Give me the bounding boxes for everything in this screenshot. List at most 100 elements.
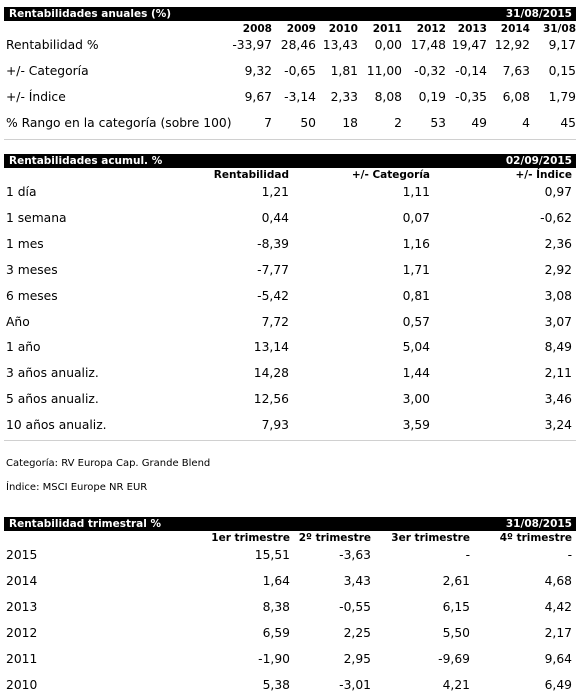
table-row: 2012 6,59 2,25 5,50 2,17: [4, 626, 576, 644]
year-header: 31/08: [542, 23, 576, 35]
cell-value: 3,08: [544, 288, 572, 303]
cell-value: 0,97: [544, 185, 572, 199]
row-label: 5 años anualiz.: [6, 392, 99, 407]
cell-value: -0,35: [455, 90, 487, 104]
table-row: 1 día 1,21 1,11 0,97: [4, 185, 576, 203]
cell-value: 5,50: [442, 625, 470, 640]
cell-value: 7,93: [261, 418, 289, 433]
cell-value: -33,97: [232, 38, 272, 52]
cell-value: 13,43: [322, 38, 358, 52]
cell-value: 18: [342, 116, 358, 130]
cell-value: 45: [560, 116, 576, 130]
table-row: 2014 1,64 3,43 2,61 4,68: [4, 574, 576, 592]
cell-value: 28,46: [280, 38, 316, 52]
divider: [4, 139, 576, 140]
year-header: 2014: [500, 23, 530, 35]
row-label: 10 años anualiz.: [6, 418, 107, 433]
cell-value: 8,08: [374, 90, 402, 104]
cell-value: 5,04: [402, 340, 430, 355]
cell-value: 6,49: [544, 677, 572, 692]
row-label: 2010: [6, 677, 38, 692]
row-label: 3 meses: [6, 262, 58, 277]
row-label: 2012: [6, 625, 38, 640]
cell-value: 1,11: [402, 185, 430, 199]
column-header: +/- Categoría: [351, 169, 430, 181]
cell-value: 53: [430, 116, 446, 130]
row-label: % Rango en la categoría (sobre 100): [6, 116, 232, 130]
year-header: 2011: [372, 23, 402, 35]
row-label: 1 mes: [6, 236, 44, 251]
cell-value: 9,67: [244, 90, 272, 104]
cell-value: -1,90: [258, 651, 290, 666]
column-header: Rentabilidad: [213, 169, 289, 181]
cell-value: -0,14: [455, 64, 487, 78]
quarterly-date: 31/08/2015: [505, 518, 572, 530]
cell-value: 9,17: [548, 38, 576, 52]
cell-value: 3,59: [402, 418, 430, 433]
cell-value: 4,68: [544, 573, 572, 588]
cell-value: 0,00: [374, 38, 402, 52]
cumulative-date: 02/09/2015: [505, 155, 572, 167]
cell-value: 14,28: [253, 366, 289, 381]
table-row: 2010 5,38 -3,01 4,21 6,49: [4, 678, 576, 696]
table-row: 3 años anualiz. 14,28 1,44 2,11: [4, 366, 576, 384]
table-row: 6 meses -5,42 0,81 3,08: [4, 289, 576, 307]
year-header: 2008: [242, 23, 272, 35]
table-row: 1 semana 0,44 0,07 -0,62: [4, 211, 576, 229]
cell-value: -3,14: [284, 90, 316, 104]
table-row: 2011 -1,90 2,95 -9,69 9,64: [4, 652, 576, 670]
table-row: Rentabilidad % -33,97 28,46 13,43 0,00 17,48 1…: [4, 38, 576, 56]
cell-value: 7,72: [261, 314, 289, 329]
cell-value: 1,16: [402, 236, 430, 251]
column-header: 3er trimestre: [391, 532, 470, 544]
row-label: +/- Categoría: [6, 64, 89, 78]
cell-value: 50: [300, 116, 316, 130]
quarterly-title: Rentabilidad trimestral %: [9, 518, 162, 530]
cell-value: 0,81: [402, 288, 430, 303]
row-label: Año: [6, 314, 30, 329]
year-header: 2010: [328, 23, 358, 35]
year-header: 2012: [416, 23, 446, 35]
annual-date: 31/08/2015: [505, 8, 572, 20]
cell-value: 4,21: [442, 677, 470, 692]
table-row: 10 años anualiz. 7,93 3,59 3,24: [4, 418, 576, 436]
cell-value: -0,55: [339, 599, 371, 614]
cell-value: 4,42: [544, 599, 572, 614]
cell-value: -0,62: [540, 210, 572, 225]
cell-value: 8,38: [262, 599, 290, 614]
column-header: 2º trimestre: [298, 532, 371, 544]
table-row: Año 7,72 0,57 3,07: [4, 315, 576, 333]
row-label: 2013: [6, 599, 38, 614]
cell-value: 7,63: [502, 64, 530, 78]
row-label: 1 día: [6, 185, 37, 199]
row-label: 1 semana: [6, 210, 67, 225]
cell-value: 1,79: [548, 90, 576, 104]
cell-value: 12,56: [253, 392, 289, 407]
row-label: 2011: [6, 651, 38, 666]
table-row: 2013 8,38 -0,55 6,15 4,42: [4, 600, 576, 618]
cell-value: 1,21: [261, 185, 289, 199]
row-label: Rentabilidad %: [6, 38, 99, 52]
table-row: 1 año 13,14 5,04 8,49: [4, 340, 576, 358]
divider: [4, 440, 576, 441]
table-row: 5 años anualiz. 12,56 3,00 3,46: [4, 392, 576, 410]
cell-value: 0,07: [402, 210, 430, 225]
column-header: 1er trimestre: [211, 532, 290, 544]
cell-value: -5,42: [257, 288, 289, 303]
cell-value: 49: [471, 116, 487, 130]
cell-value: 3,24: [544, 418, 572, 433]
year-header: 2013: [457, 23, 487, 35]
cell-value: 5,38: [262, 677, 290, 692]
row-label: 1 año: [6, 340, 41, 355]
cell-value: 19,47: [451, 38, 487, 52]
cell-value: -9,69: [438, 651, 470, 666]
row-label: 2015: [6, 548, 38, 562]
cell-value: -3,01: [339, 677, 371, 692]
quarterly-header: Rentabilidad trimestral % 31/08/2015: [4, 517, 576, 531]
year-header: 2009: [286, 23, 316, 35]
cell-value: 9,32: [244, 64, 272, 78]
cell-value: -8,39: [257, 236, 289, 251]
cell-value: 0,57: [402, 314, 430, 329]
cell-value: 2,92: [544, 262, 572, 277]
cell-value: -7,77: [257, 262, 289, 277]
